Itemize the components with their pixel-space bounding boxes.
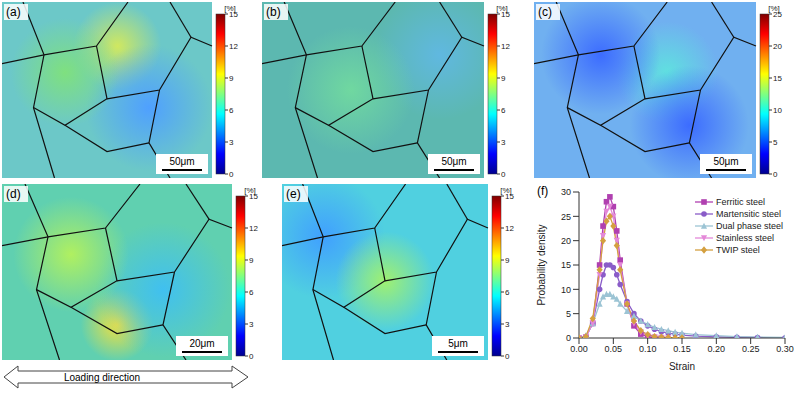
html-text:TWIP steel: TWIP steel: [716, 245, 760, 255]
svg-text:5: 5: [773, 138, 778, 147]
svg-text:12: 12: [505, 224, 514, 233]
svg-text:0: 0: [566, 333, 571, 343]
svg-text:10: 10: [561, 285, 571, 295]
svg-text:15: 15: [505, 192, 514, 201]
svg-text:30: 30: [561, 187, 571, 197]
svg-text:20: 20: [773, 42, 782, 51]
svg-text:0: 0: [249, 352, 254, 360]
svg-text:15: 15: [249, 192, 258, 201]
svg-text:0: 0: [229, 170, 234, 178]
html-text:Dual phase steel: Dual phase steel: [716, 221, 783, 231]
svg-text:20μm: 20μm: [189, 338, 214, 349]
svg-text:12: 12: [229, 42, 238, 51]
svg-text:3: 3: [249, 320, 254, 329]
svg-text:0.15: 0.15: [673, 344, 691, 354]
svg-text:0.00: 0.00: [570, 344, 588, 354]
svg-text:9: 9: [501, 74, 506, 83]
svg-text:10: 10: [773, 106, 782, 115]
html-text:Martensitic steel: Martensitic steel: [716, 209, 781, 219]
svg-text:3: 3: [229, 138, 234, 147]
svg-text:50μm: 50μm: [169, 156, 194, 167]
svg-text:25: 25: [773, 10, 782, 19]
svg-text:0.30: 0.30: [776, 344, 794, 354]
svg-text:(c): (c): [538, 5, 552, 19]
svg-text:6: 6: [249, 288, 254, 297]
html-text:Stainless steel: Stainless steel: [716, 233, 774, 243]
svg-text:0.10: 0.10: [639, 344, 657, 354]
svg-text:50μm: 50μm: [441, 156, 466, 167]
svg-text:6: 6: [229, 106, 234, 115]
svg-text:12: 12: [249, 224, 258, 233]
svg-text:5μm: 5μm: [448, 338, 468, 349]
svg-text:[%]: [%]: [244, 186, 256, 195]
svg-text:(d): (d): [6, 187, 21, 201]
svg-text:[%]: [%]: [224, 4, 236, 13]
svg-text:15: 15: [501, 10, 510, 19]
svg-text:[%]: [%]: [496, 4, 508, 13]
html-text:Ferritic steel: Ferritic steel: [716, 197, 765, 207]
svg-text:9: 9: [229, 74, 234, 83]
svg-text:0.20: 0.20: [708, 344, 726, 354]
svg-text:Loading direction: Loading direction: [64, 372, 140, 383]
svg-text:[%]: [%]: [768, 4, 780, 13]
svg-text:0: 0: [773, 170, 778, 178]
svg-text:6: 6: [505, 288, 510, 297]
svg-text:(a): (a): [6, 5, 21, 19]
svg-text:50μm: 50μm: [713, 156, 738, 167]
svg-text:6: 6: [501, 106, 506, 115]
svg-text:0.25: 0.25: [742, 344, 760, 354]
svg-text:[%]: [%]: [500, 186, 512, 195]
svg-text:0: 0: [505, 352, 510, 360]
svg-text:Probability density: Probability density: [536, 224, 547, 305]
svg-text:15: 15: [773, 74, 782, 83]
svg-text:9: 9: [505, 256, 510, 265]
svg-text:(b): (b): [266, 5, 281, 19]
svg-text:0.05: 0.05: [605, 344, 623, 354]
svg-text:0: 0: [501, 170, 506, 178]
svg-text:3: 3: [501, 138, 506, 147]
svg-text:5: 5: [566, 309, 571, 319]
svg-text:20: 20: [561, 236, 571, 246]
svg-text:9: 9: [249, 256, 254, 265]
svg-text:Strain: Strain: [669, 361, 695, 372]
svg-text:3: 3: [505, 320, 510, 329]
svg-text:25: 25: [561, 212, 571, 222]
svg-text:(e): (e): [286, 187, 301, 201]
svg-text:15: 15: [229, 10, 238, 19]
svg-text:15: 15: [561, 260, 571, 270]
html-text:(f): (f): [537, 184, 549, 198]
svg-text:12: 12: [501, 42, 510, 51]
